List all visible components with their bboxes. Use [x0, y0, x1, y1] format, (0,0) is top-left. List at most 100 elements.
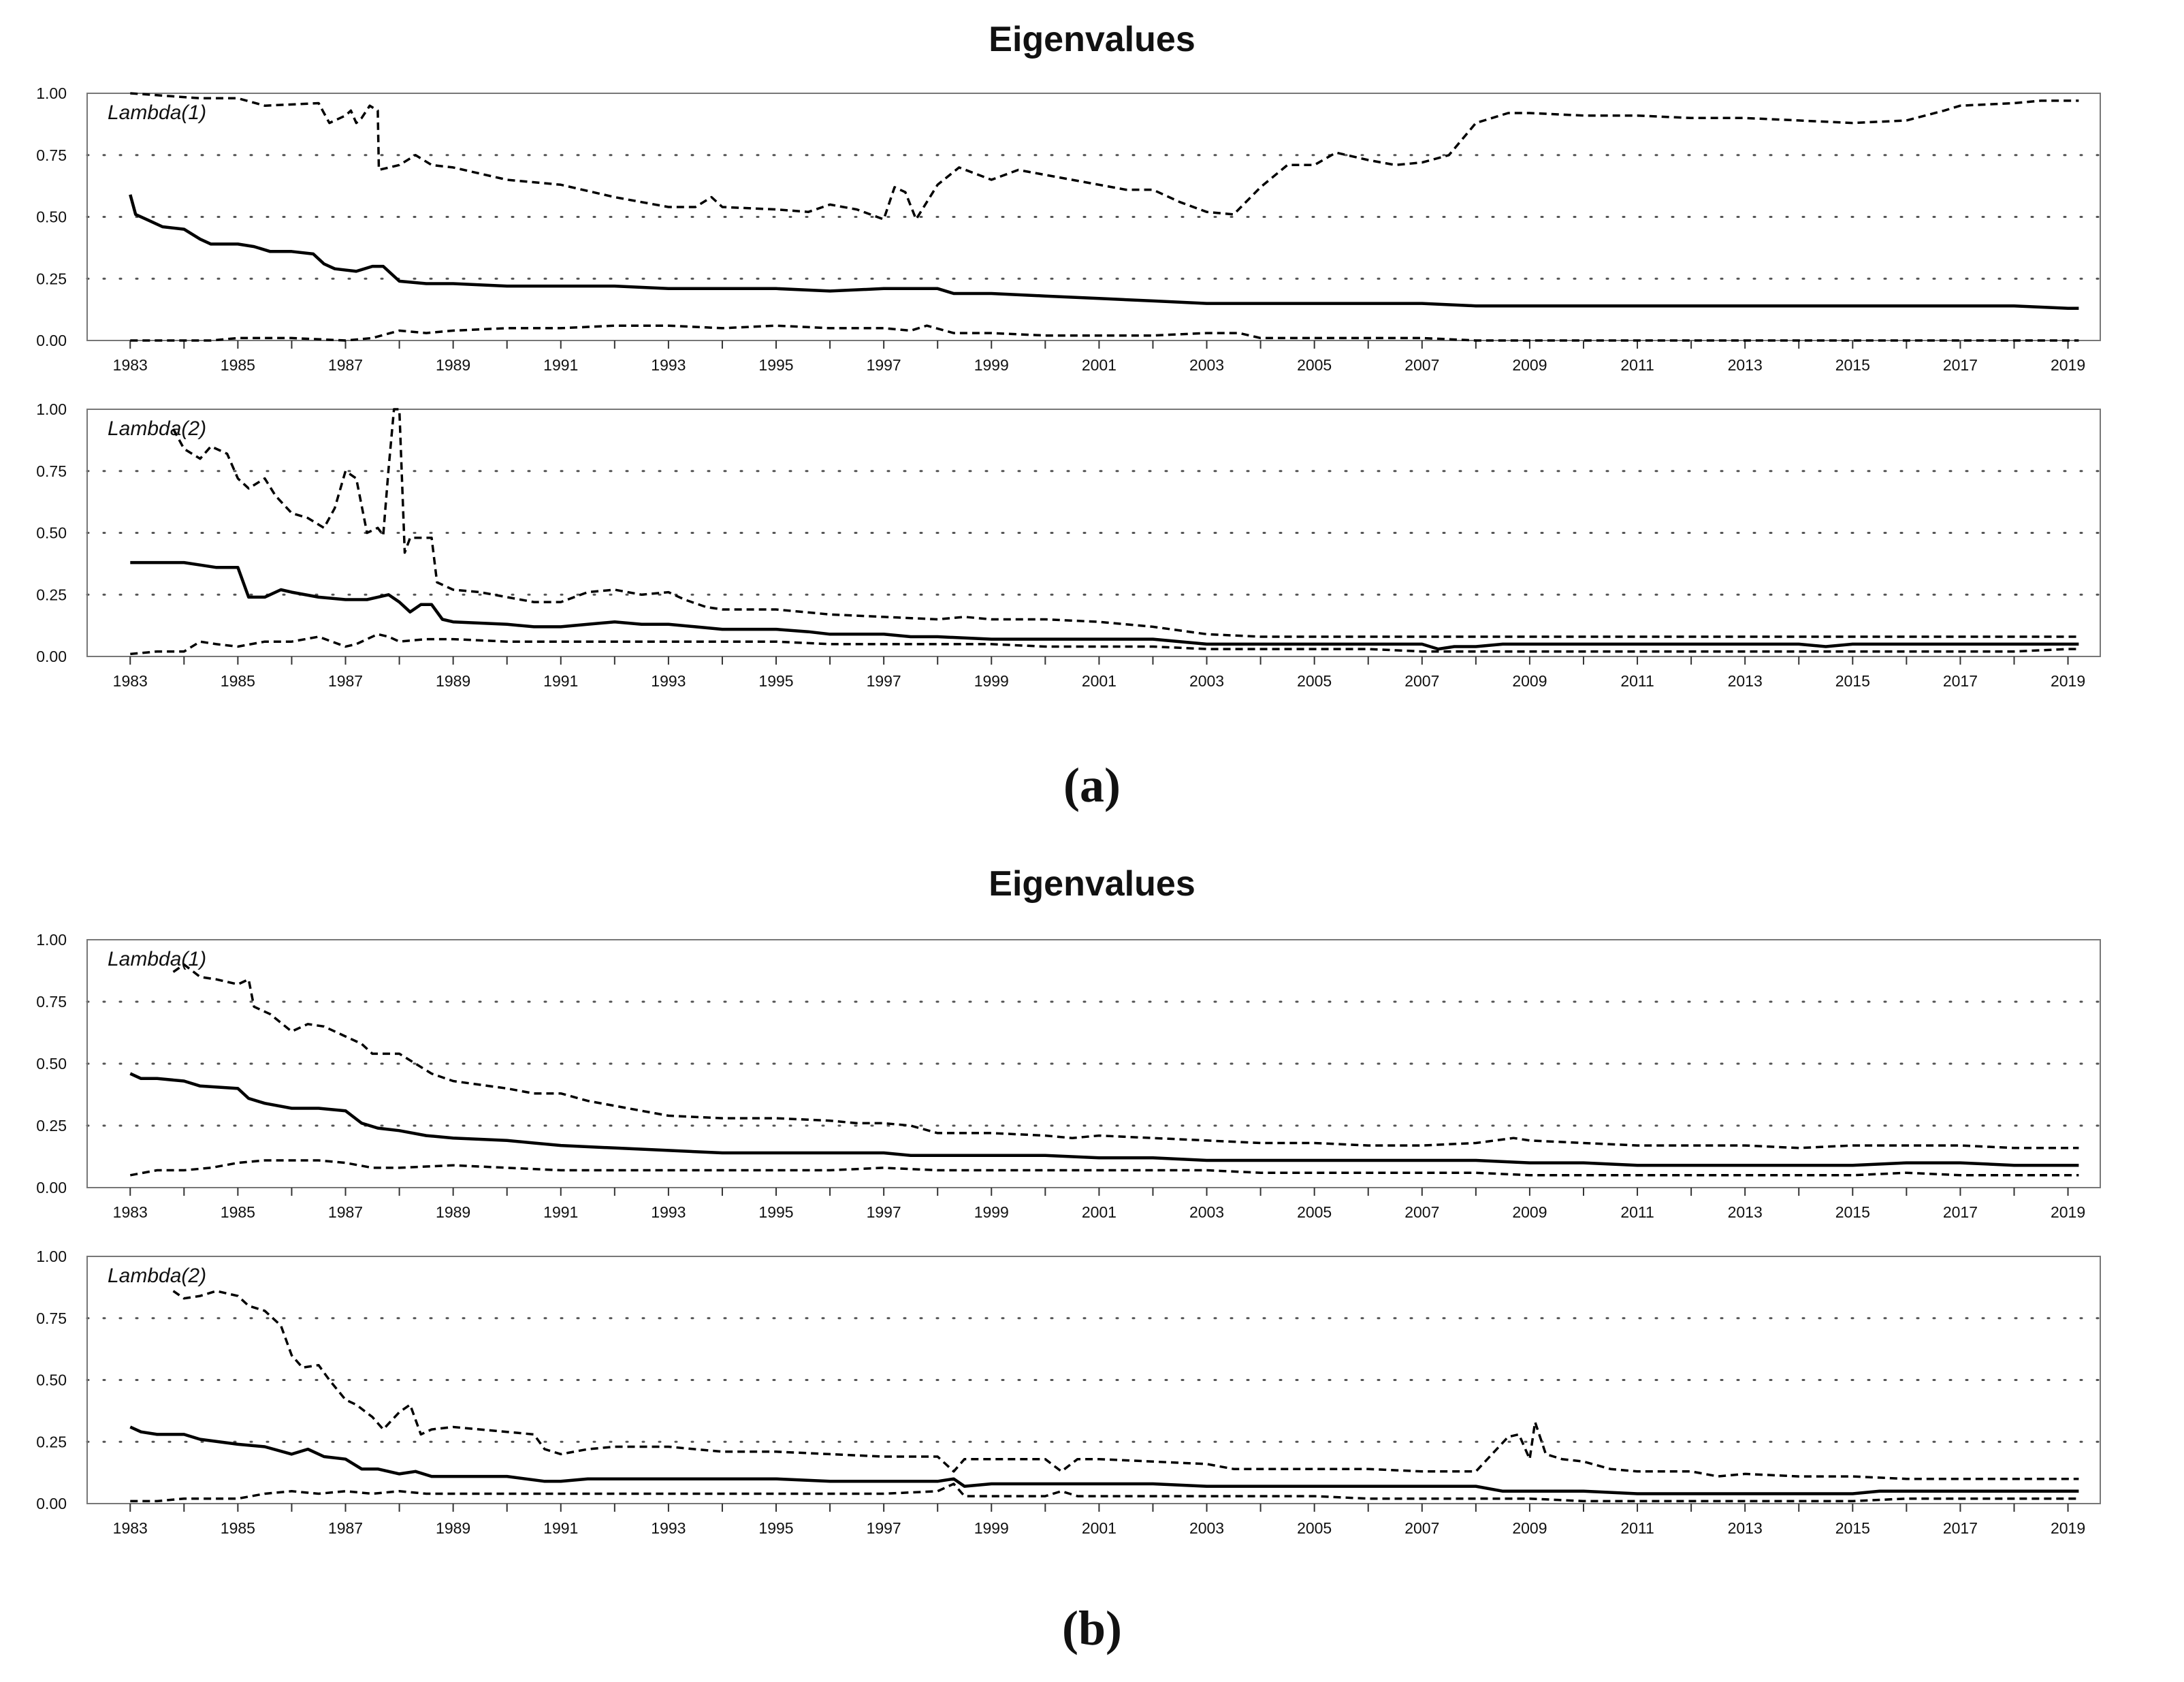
x-tick-label: 1985: [221, 672, 255, 690]
x-tick-label: 1983: [113, 356, 148, 374]
series-line-dashed: [130, 633, 2079, 656]
y-tick-label: 0.75: [36, 146, 67, 164]
x-tick-label: 2005: [1297, 672, 1332, 690]
x-tick-label: 2017: [1943, 1203, 1978, 1221]
series-line-dashed: [130, 324, 2079, 342]
x-tick-label: 2001: [1082, 1519, 1117, 1537]
x-tick-label: 1999: [974, 672, 1009, 690]
plot-frame: [86, 939, 2101, 1188]
x-tick-label: 1989: [436, 356, 470, 374]
series-line-solid: [130, 560, 2079, 651]
x-tick-label: 2011: [1620, 356, 1654, 374]
x-tick-label: 2013: [1728, 1519, 1763, 1537]
panel-lambda-label: Lambda(2): [108, 1265, 206, 1287]
panel-lambda-label: Lambda(2): [108, 417, 206, 440]
y-tick-label: 0.50: [36, 524, 67, 542]
x-tick-label: 1995: [758, 356, 793, 374]
x-tick-label: 1987: [328, 356, 363, 374]
x-tick-label: 1987: [328, 1519, 363, 1537]
x-tick-label: 1993: [651, 1203, 686, 1221]
figure-b-title: Eigenvalues: [989, 864, 1195, 904]
y-tick-label: 1.00: [36, 400, 67, 418]
x-tick-label: 1989: [436, 672, 470, 690]
x-tick-label: 2015: [1835, 1519, 1870, 1537]
chart-panel-b-1: 0.00 0.25 0.50 0.75 1.00 1983 1985 1987 1989 1991…: [36, 931, 2102, 1221]
x-tick-label: 2001: [1082, 356, 1117, 374]
x-tick-label: 2013: [1728, 356, 1763, 374]
y-tick-label: 1.00: [36, 931, 67, 949]
x-tick-label: 1991: [543, 1519, 578, 1537]
x-tick-label: 1991: [543, 672, 578, 690]
y-tick-label: 0.25: [36, 270, 67, 287]
series-line-solid: [129, 1425, 2079, 1495]
x-tick-label: 1997: [867, 356, 901, 374]
x-tick-label: 1985: [221, 1519, 255, 1537]
plot-frame: [86, 409, 2101, 657]
x-tick-label: 1983: [113, 1519, 148, 1537]
x-tick-label: 1997: [867, 1203, 901, 1221]
panel-lambda-label: Lambda(1): [108, 948, 206, 970]
y-tick-label: 0.00: [36, 1495, 67, 1512]
x-tick-label: 1995: [758, 672, 793, 690]
series-line-dashed: [172, 963, 2079, 1149]
y-tick-label: 0.75: [36, 462, 67, 480]
x-tick-label: 2001: [1082, 672, 1117, 690]
x-tick-label: 1995: [758, 1203, 793, 1221]
figure-a-label: (a): [1063, 758, 1121, 812]
x-tick-label: 2001: [1082, 1203, 1117, 1221]
x-tick-label: 1993: [651, 1519, 686, 1537]
x-tick-label: 1983: [113, 672, 148, 690]
chart-panel-a-2: 0.00 0.25 0.50 0.75 1.00 1983 1985 1987 1989 1991…: [36, 400, 2102, 690]
x-tick-label: 2003: [1189, 672, 1224, 690]
x-tick-label: 1993: [651, 356, 686, 374]
x-tick-label: 2011: [1620, 1519, 1654, 1537]
x-tick-label: 2003: [1189, 1203, 1224, 1221]
y-tick-label: 0.00: [36, 332, 67, 349]
x-tick-label: 2007: [1404, 1203, 1439, 1221]
x-tick-label: 1985: [221, 356, 255, 374]
x-tick-label: 1987: [328, 1203, 363, 1221]
x-tick-label: 2017: [1943, 1519, 1978, 1537]
x-tick-label: 2017: [1943, 672, 1978, 690]
y-tick-label: 0.25: [36, 586, 67, 603]
x-tick-label: 2019: [2051, 356, 2085, 374]
x-tick-label: 2019: [2051, 1519, 2085, 1537]
x-tick-label: 2009: [1512, 356, 1547, 374]
x-tick-label: 2007: [1404, 356, 1439, 374]
x-tick-label: 2015: [1835, 672, 1870, 690]
x-tick-label: 1985: [221, 1203, 255, 1221]
y-tick-label: 0.75: [36, 1310, 67, 1327]
x-tick-label: 2011: [1620, 1203, 1654, 1221]
series-line-dashed: [172, 408, 2079, 638]
x-tick-label: 1991: [543, 1203, 578, 1221]
figure-a-title: Eigenvalues: [989, 20, 1195, 59]
y-tick-label: 0.00: [36, 1179, 67, 1196]
x-tick-label: 1987: [328, 672, 363, 690]
y-tick-label: 0.25: [36, 1433, 67, 1450]
x-tick-label: 1991: [543, 356, 578, 374]
x-tick-label: 2003: [1189, 356, 1224, 374]
x-tick-label: 2015: [1835, 1203, 1870, 1221]
series-line-dashed: [130, 1482, 2079, 1503]
x-tick-label: 1997: [867, 672, 901, 690]
chart-panel-b-2: 0.00 0.25 0.50 0.75 1.00 1983 1985 1987 1989 1991…: [36, 1248, 2102, 1537]
x-tick-label: 2013: [1728, 1203, 1763, 1221]
chart-panel-a-1: 0.00 0.25 0.50 0.75 1.00 1983 1985 1987 1989 1991…: [36, 84, 2102, 374]
y-tick-label: 0.50: [36, 1055, 67, 1073]
x-tick-label: 1999: [974, 1203, 1009, 1221]
x-tick-label: 1995: [758, 1519, 793, 1537]
y-tick-label: 0.50: [36, 1371, 67, 1389]
y-tick-label: 1.00: [36, 84, 67, 102]
series-line-solid: [129, 1072, 2079, 1167]
x-tick-label: 2011: [1620, 672, 1654, 690]
x-tick-label: 2005: [1297, 1203, 1332, 1221]
x-tick-label: 2019: [2051, 1203, 2085, 1221]
x-tick-label: 2005: [1297, 1519, 1332, 1537]
x-tick-label: 2007: [1404, 1519, 1439, 1537]
series-line-dashed: [172, 1290, 2079, 1480]
plot-frame: [86, 1256, 2101, 1504]
series-line-dashed: [130, 92, 2079, 221]
x-tick-label: 1999: [974, 1519, 1009, 1537]
x-tick-label: 2017: [1943, 356, 1978, 374]
